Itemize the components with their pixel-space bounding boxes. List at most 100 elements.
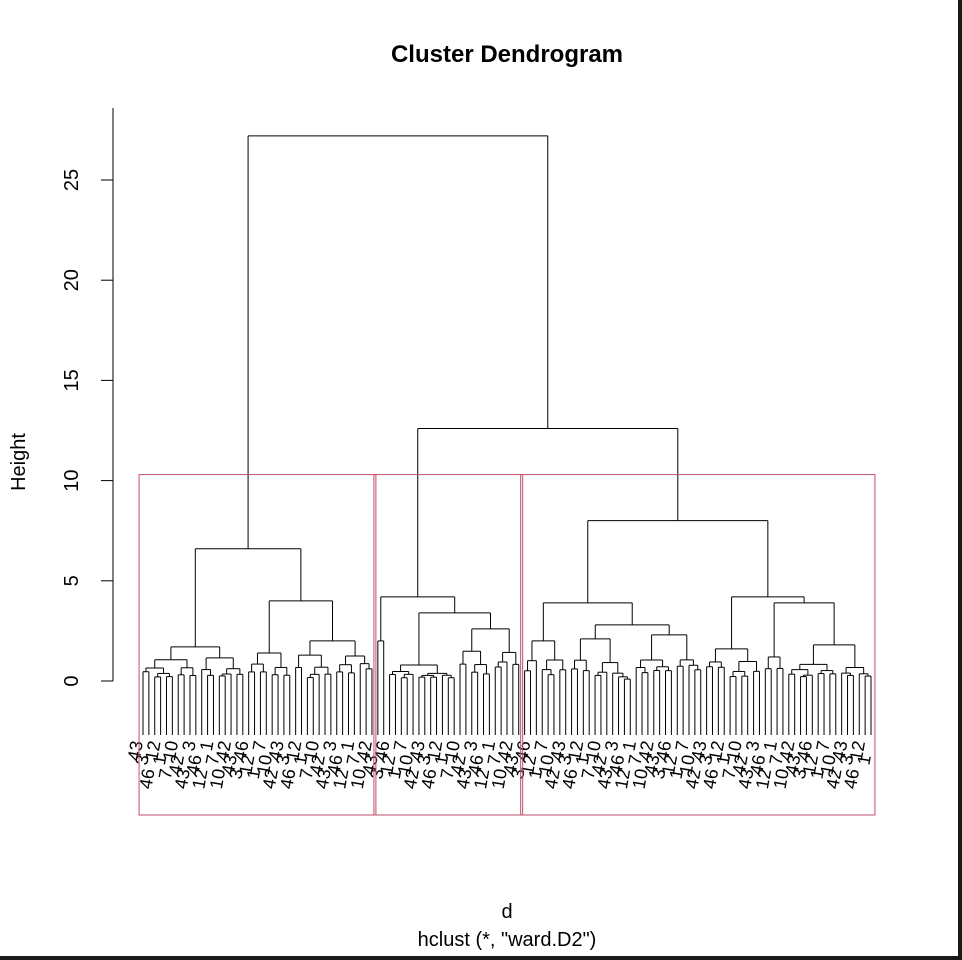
leaf-label: 46 <box>699 767 722 790</box>
leaf-label: 10 <box>582 739 605 762</box>
dendrogram-branches <box>142 135 872 735</box>
leaf-label: 3 <box>460 739 481 752</box>
leaf-label: 46 <box>793 739 816 762</box>
leaf-label: 43 <box>640 753 663 776</box>
leaf-label: 43 <box>406 739 429 762</box>
leaf-label: 7 <box>155 767 176 780</box>
leaf-label: 46 <box>652 739 675 762</box>
y-tick-label: 25 <box>61 169 83 191</box>
leaf-label: 43 <box>265 739 288 762</box>
leaf-label: 42 <box>447 753 470 776</box>
leaf-label: 3 <box>507 767 528 780</box>
leaf-label: 1 <box>384 767 405 780</box>
leaf-label: 42 <box>212 739 235 762</box>
leaf-label: 46 <box>746 753 769 776</box>
leaf-label: 3 <box>319 739 340 752</box>
leaf-label: 10 <box>206 767 229 790</box>
leaf-label: 12 <box>235 753 258 776</box>
leaf-label: 10 <box>253 753 276 776</box>
leaf-label: 46 <box>417 767 440 790</box>
leaf-label: 7 <box>390 739 411 752</box>
leaf-label: 42 <box>400 767 423 790</box>
leaf-label: 46 <box>464 753 487 776</box>
x-axis-subtitle: hclust (*, "ward.D2") <box>418 929 597 951</box>
leaf-label: 1 <box>243 767 264 780</box>
leaf-label: 42 <box>306 753 329 776</box>
y-tick-label: 5 <box>61 575 83 586</box>
leaf-label: 3 <box>648 767 669 780</box>
leaf-label: 10 <box>723 739 746 762</box>
leaf-label: 7 <box>812 739 833 752</box>
leaf-label: 42 <box>728 753 751 776</box>
leaf-label: 10 <box>159 739 182 762</box>
leaf-label: 1 <box>196 739 217 752</box>
leaf-label: 42 <box>588 753 611 776</box>
leaf-label: 12 <box>423 739 446 762</box>
y-tick-label: 0 <box>61 675 83 686</box>
leaf-label: 46 <box>136 767 159 790</box>
leaf-label: 43 <box>687 739 710 762</box>
leaf-label: 1 <box>760 739 781 752</box>
leaf-label: 46 <box>323 753 346 776</box>
cluster-3-rect <box>520 474 876 816</box>
leaf-label: 42 <box>635 739 658 762</box>
leaf-label: 46 <box>276 767 299 790</box>
leaf-label: 43 <box>734 767 757 790</box>
leaf-label: 7 <box>437 767 458 780</box>
leaf-label: 10 <box>441 739 464 762</box>
leaf-label: 3 <box>178 739 199 752</box>
y-tick-label: 15 <box>61 369 83 391</box>
leaf-label: 1 <box>572 753 593 766</box>
leaf-label: 12 <box>658 753 681 776</box>
leaf-label: 3 <box>131 753 152 766</box>
leaf-label: 10 <box>347 767 370 790</box>
leaf-label: 46 <box>840 767 863 790</box>
leaf-label: 1 <box>478 739 499 752</box>
y-axis-label: Height <box>8 433 30 491</box>
leaf-label: 46 <box>229 739 252 762</box>
leaf-label: 42 <box>353 739 376 762</box>
leaf-label: 43 <box>828 739 851 762</box>
leaf-label: 7 <box>202 753 223 766</box>
leaf-label: 43 <box>171 767 194 790</box>
leaf-label: 43 <box>124 739 147 762</box>
leaf-label: 3 <box>695 753 716 766</box>
leaf-label: 43 <box>500 753 523 776</box>
leaf-label: 10 <box>300 739 323 762</box>
leaf-label: 1 <box>807 767 828 780</box>
leaf-label: 12 <box>846 739 869 762</box>
leaf-label: 43 <box>781 753 804 776</box>
leaf-label: 12 <box>799 753 822 776</box>
leaf-label: 1 <box>854 753 875 766</box>
window-edge-bottom <box>0 956 962 960</box>
leaf-label: 10 <box>629 767 652 790</box>
leaf-label: 3 <box>554 753 575 766</box>
leaf-label: 1 <box>337 739 358 752</box>
window-edge-right <box>958 0 962 960</box>
leaf-label: 7 <box>296 767 317 780</box>
leaf-label: 12 <box>141 739 164 762</box>
leaf-labels: 4334612171042433461217104243346121710424… <box>124 739 875 790</box>
leaf-label: 12 <box>705 739 728 762</box>
leaf-label: 7 <box>249 739 270 752</box>
leaf-label: 1 <box>149 753 170 766</box>
leaf-label: 12 <box>470 767 493 790</box>
chart-title: Cluster Dendrogram <box>391 41 623 68</box>
leaf-label: 12 <box>611 767 634 790</box>
leaf-label: 3 <box>789 767 810 780</box>
leaf-label: 12 <box>752 767 775 790</box>
leaf-label: 1 <box>713 753 734 766</box>
leaf-label: 42 <box>775 739 798 762</box>
leaf-label: 43 <box>312 767 335 790</box>
leaf-label: 3 <box>366 767 387 780</box>
leaf-label: 7 <box>578 767 599 780</box>
leaf-label: 46 <box>558 767 581 790</box>
y-tick-label: 10 <box>61 469 83 491</box>
leaf-label: 1 <box>619 739 640 752</box>
leaf-label: 12 <box>188 767 211 790</box>
cluster-1-rect <box>138 474 377 816</box>
leaf-label: 7 <box>625 753 646 766</box>
leaf-label: 3 <box>601 739 622 752</box>
x-axis-label: d <box>501 901 512 923</box>
